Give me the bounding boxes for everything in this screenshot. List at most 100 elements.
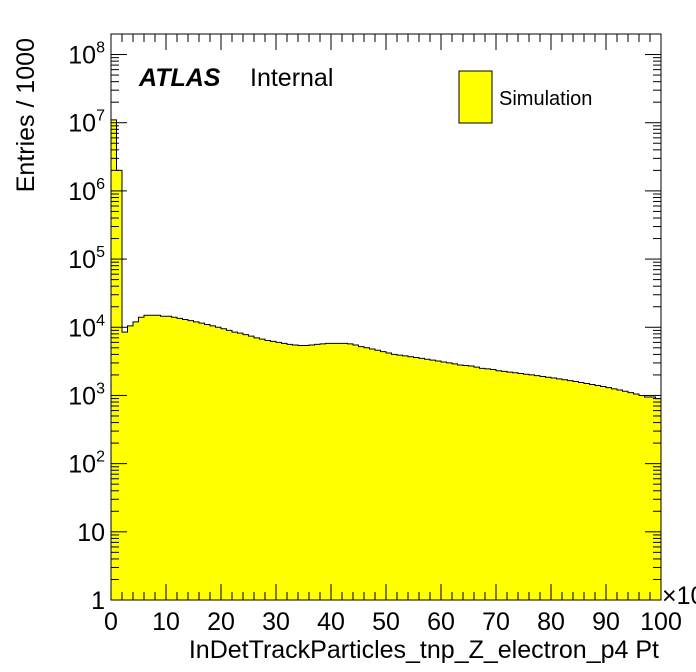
histogram-bin (529, 374, 535, 600)
histogram-bin (556, 378, 563, 600)
x-tick-label: 50 (372, 608, 400, 636)
histogram-bin (584, 383, 590, 600)
x-tick-label: 20 (207, 608, 235, 636)
histogram-bin (188, 320, 194, 600)
tick-labels: 0 10 20 30 40 50 60 70 80 90 100110102103104105106… (68, 40, 682, 636)
histogram-bin (430, 360, 436, 600)
histogram-bin (177, 318, 183, 600)
histogram-bin (199, 323, 205, 600)
histogram-bin (287, 344, 293, 600)
y-tick-label: 107 (68, 108, 105, 138)
histogram-bin (578, 382, 585, 600)
histogram-bin (281, 343, 288, 600)
histogram-bin (463, 365, 469, 600)
histogram-bin (133, 321, 139, 600)
histogram-bin (534, 375, 541, 600)
x-tick-label: 40 (317, 608, 345, 636)
y-tick-label: 102 (68, 449, 105, 479)
histogram-bin (397, 355, 403, 600)
x-axis-multiplier: ×10³ (662, 582, 696, 610)
histogram-bin (435, 361, 442, 600)
y-axis-title: Entries / 1000 (12, 38, 40, 192)
histogram-bin (353, 344, 359, 600)
x-tick-label: 30 (262, 608, 290, 636)
histogram-bin (127, 325, 134, 600)
x-tick-label: 90 (592, 608, 620, 636)
histogram-bin (562, 379, 568, 600)
histogram-bin (523, 374, 530, 600)
histogram-bin (551, 378, 557, 600)
histogram-bin (160, 316, 167, 600)
histogram-bin (254, 337, 260, 600)
histogram-bin (276, 342, 282, 600)
histogram-bin (419, 358, 425, 600)
histogram-bin (595, 385, 601, 600)
histogram-bin (611, 388, 618, 600)
histogram-bin (204, 324, 211, 600)
histogram-bin (138, 317, 145, 600)
histogram-bin (628, 392, 634, 600)
histogram-bin (144, 315, 150, 600)
histogram-bin (248, 336, 255, 600)
histogram-bin (369, 348, 376, 600)
histogram-bin (292, 344, 299, 600)
x-tick-label: 70 (482, 608, 510, 636)
histogram-bin (243, 334, 249, 600)
histogram-bin (111, 119, 117, 600)
histogram-bin (545, 377, 552, 600)
histogram-bin (479, 368, 486, 600)
histogram-bin (226, 330, 233, 600)
histogram-bin (507, 372, 513, 600)
histogram-bin (325, 343, 332, 600)
histogram-bin (617, 390, 623, 600)
histogram-bin (215, 327, 222, 600)
histogram-bin (501, 371, 508, 600)
histogram-bin (485, 368, 491, 600)
histogram-bin (474, 367, 480, 600)
histogram-outline (110, 119, 662, 600)
histogram-bin (639, 395, 645, 600)
histogram-bin (512, 372, 519, 600)
histogram-bin (622, 391, 629, 600)
histogram-bin (600, 386, 607, 600)
histogram-bin (452, 363, 458, 600)
histogram-bin (232, 332, 238, 600)
x-axis-title: InDetTrackParticles_tnp_Z_electron_p4 Pt (189, 636, 659, 664)
histogram-bin (413, 357, 420, 600)
histogram-bin (446, 362, 453, 600)
histogram-bin (193, 321, 200, 600)
histogram-bin (237, 333, 244, 600)
histogram-bin (391, 354, 398, 600)
y-tick-label: 108 (68, 40, 105, 70)
legend-swatch (458, 70, 493, 124)
histogram-bin (468, 366, 475, 600)
histogram-bin (166, 316, 172, 600)
x-tick-label: 100 (640, 608, 682, 636)
histogram-layer (110, 119, 662, 600)
histogram-bin (633, 394, 640, 600)
x-tick-label: 80 (537, 608, 565, 636)
histogram-bin (336, 343, 343, 600)
x-tick-label: 60 (427, 608, 455, 636)
histogram-bin (155, 315, 161, 600)
histogram-bin (331, 343, 337, 600)
histogram-bin (402, 355, 409, 600)
atlas-label: ATLAS (138, 64, 221, 92)
y-tick-label: 10 (77, 519, 105, 547)
histogram-bin (221, 328, 227, 600)
y-tick-label: 104 (68, 312, 105, 342)
histogram-bin (408, 356, 414, 600)
histogram-bin (122, 332, 128, 600)
histogram-bin (441, 361, 447, 600)
histogram-bin (606, 387, 612, 600)
y-tick-label: 1 (91, 587, 105, 615)
x-tick-label: 10 (152, 608, 180, 636)
y-tick-label: 106 (68, 176, 105, 206)
histogram-bin (567, 380, 574, 600)
histogram-bin (424, 359, 431, 600)
histogram-bin (320, 343, 326, 600)
histogram-bin (210, 325, 216, 600)
histogram-bin (490, 369, 497, 600)
y-tick-label: 103 (68, 380, 105, 410)
